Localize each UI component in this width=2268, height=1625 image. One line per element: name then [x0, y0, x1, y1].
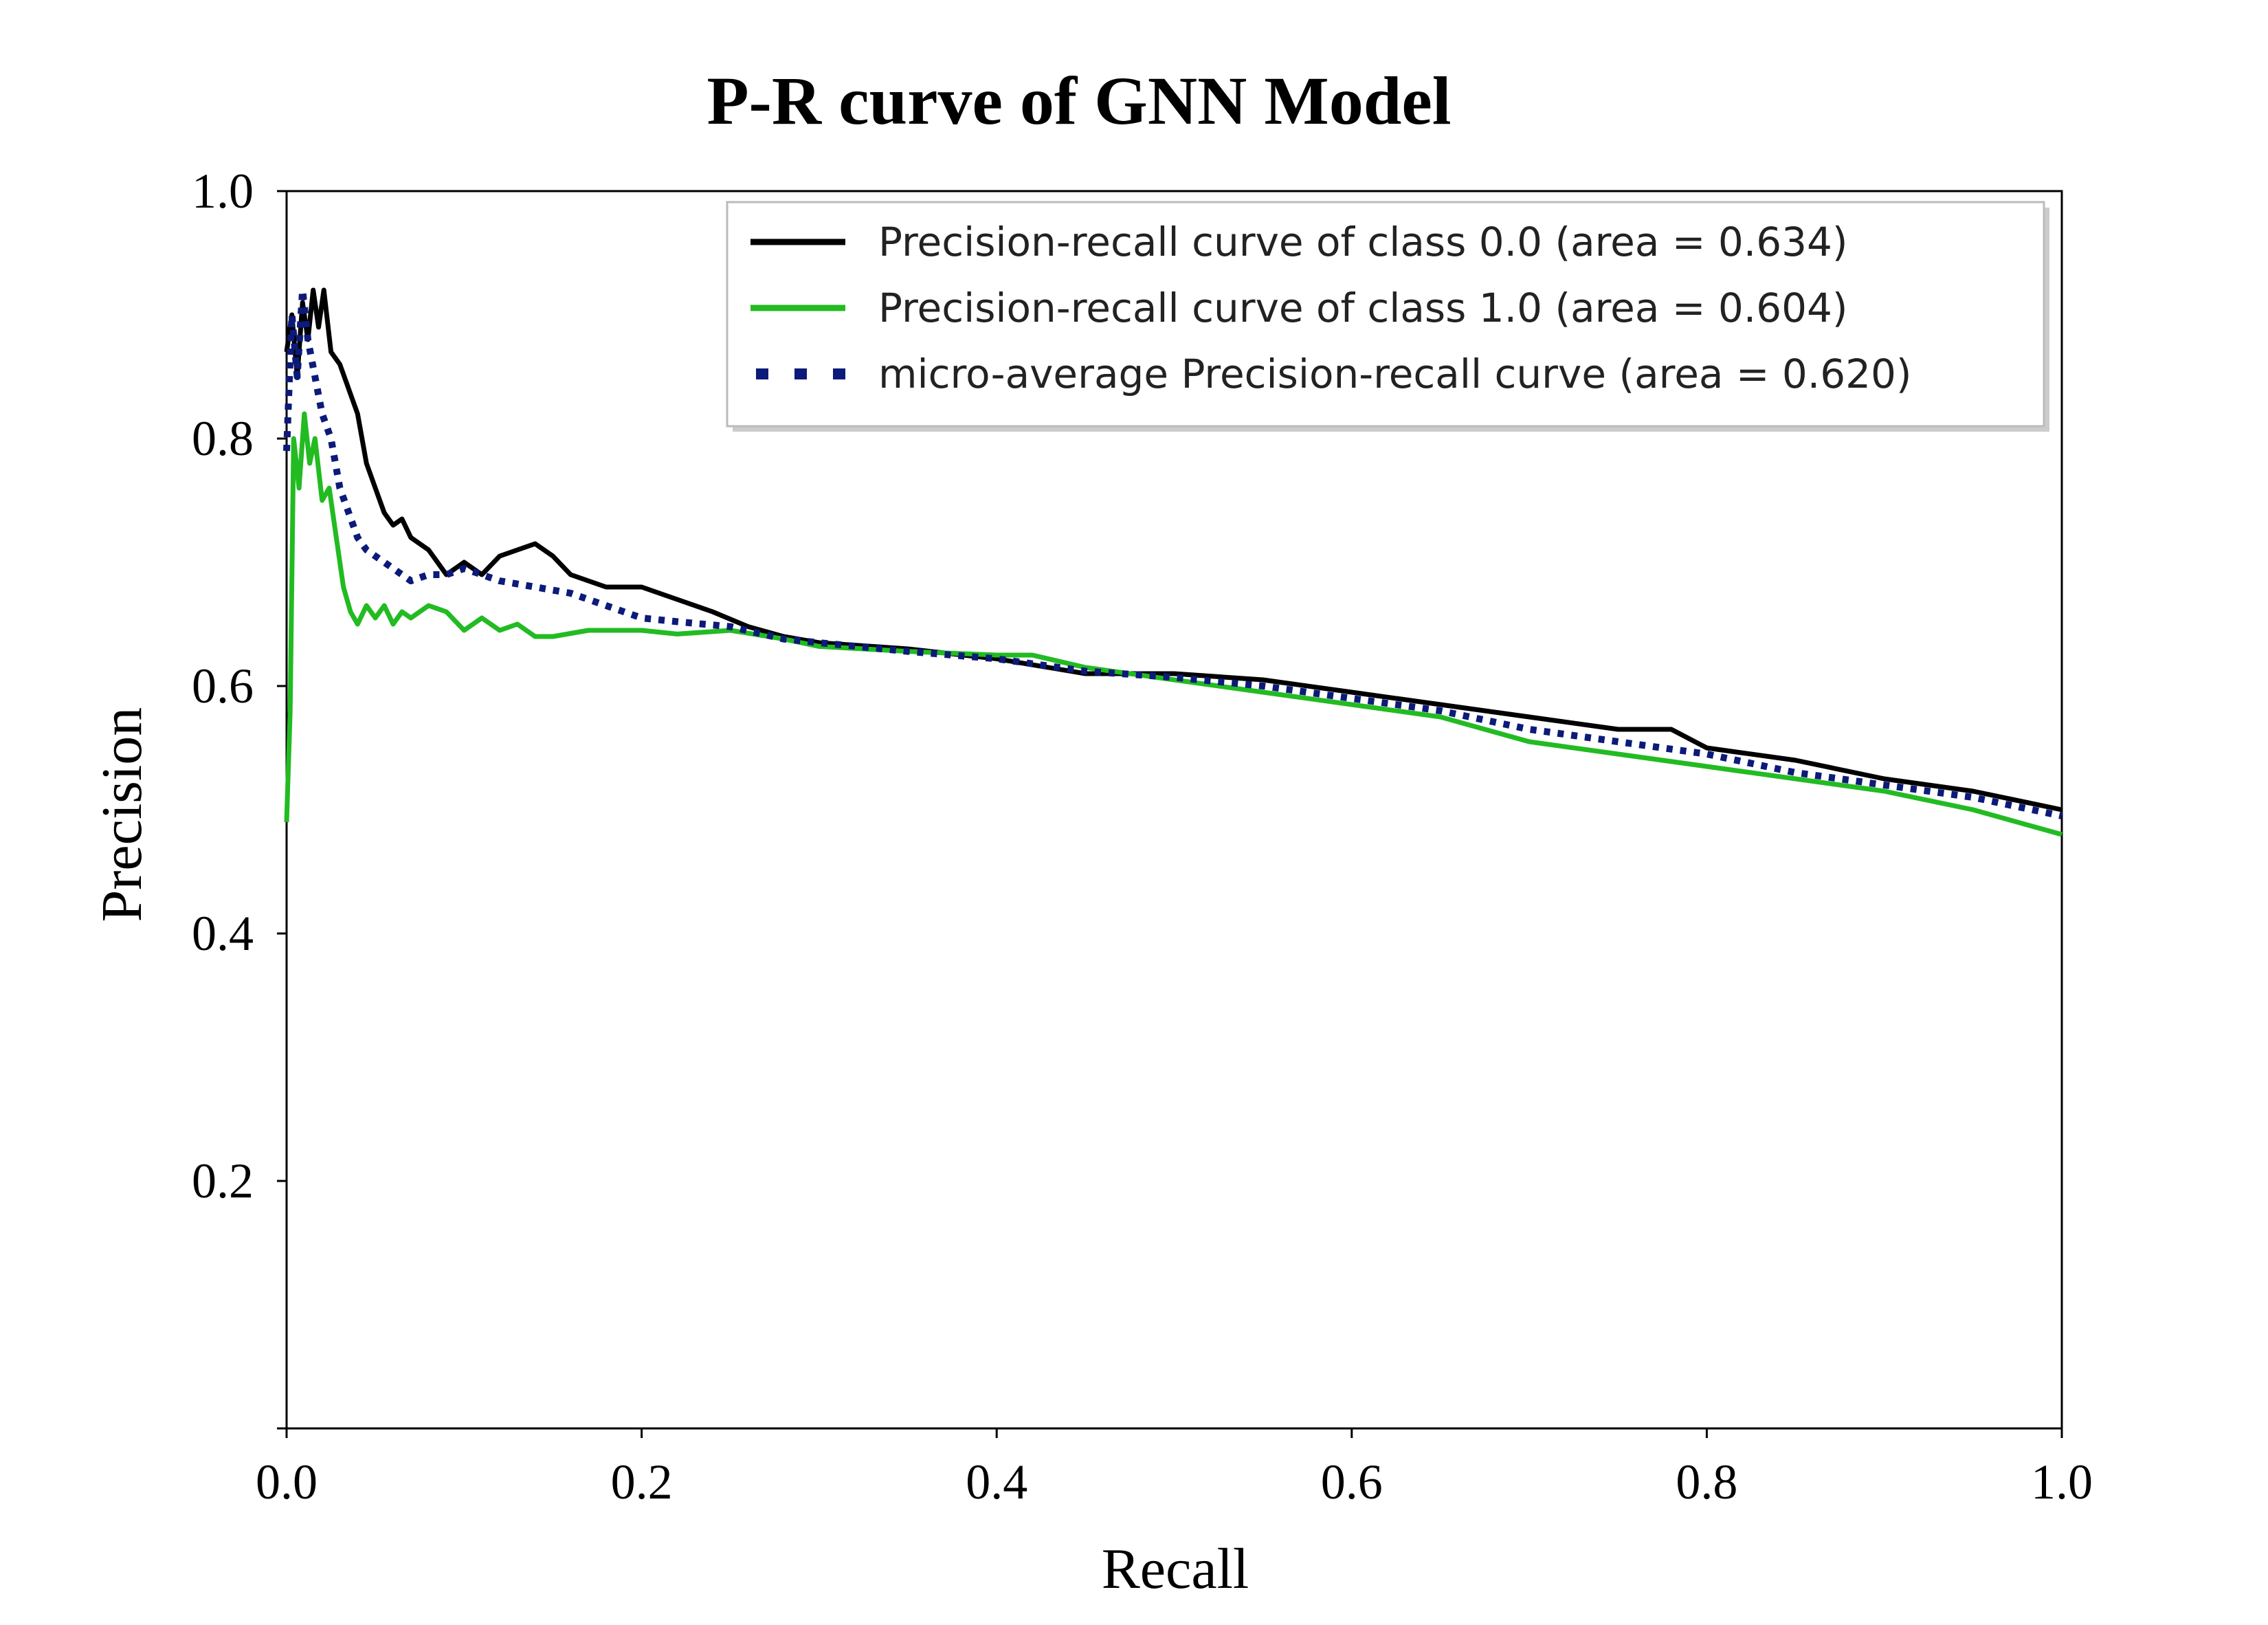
series-line-0 — [284, 287, 2063, 812]
legend-label-0: Precision-recall curve of class 0.0 (are… — [878, 219, 1848, 265]
chart-title: P-R curve of GNN Model — [707, 63, 1451, 139]
y-tick-label-0: 0.2 — [192, 1153, 254, 1208]
y-tick-label-3: 0.8 — [192, 411, 254, 466]
x-tick-label-4: 0.8 — [1676, 1455, 1737, 1510]
y-axis-ticks: 0.2 0.4 0.6 0.8 1.0 — [192, 164, 287, 1430]
x-tick-label-1: 0.2 — [611, 1455, 673, 1510]
y-tick-label-1: 0.4 — [192, 906, 254, 961]
legend-box — [726, 201, 2045, 428]
series-layer — [283, 287, 2063, 837]
y-axis-label: Precision — [90, 707, 154, 922]
x-axis-label: Recall — [1102, 1537, 1249, 1601]
plot-area — [283, 190, 2063, 1430]
y-tick-label-4: 1.0 — [192, 164, 254, 219]
series-line-1 — [284, 411, 2063, 837]
x-tick-label-0: 0.0 — [256, 1455, 318, 1510]
legend: Precision-recall curve of class 0.0 (are… — [726, 201, 2049, 432]
legend-items: Precision-recall curve of class 0.0 (are… — [751, 219, 1912, 397]
series-line-2 — [283, 287, 2063, 819]
y-tick-label-2: 0.6 — [192, 659, 254, 714]
legend-label-1: Precision-recall curve of class 1.0 (are… — [878, 285, 1848, 331]
x-tick-label-3: 0.6 — [1321, 1455, 1383, 1510]
x-axis-ticks: 0.0 0.2 0.4 0.6 0.8 1.0 — [256, 1428, 2093, 1510]
legend-label-2: micro-average Precision-recall curve (ar… — [878, 351, 1912, 397]
x-tick-label-5: 1.0 — [2031, 1455, 2093, 1510]
x-tick-label-2: 0.4 — [966, 1455, 1027, 1510]
